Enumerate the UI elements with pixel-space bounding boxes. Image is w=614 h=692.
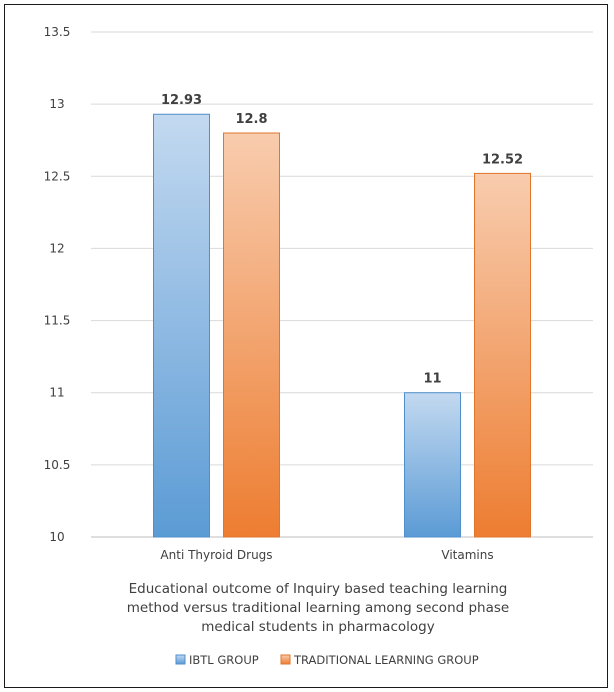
legend-label: TRADITIONAL LEARNING GROUP	[293, 653, 479, 667]
bar-chart: 10 10.5 11 11.5 12 12.5 13 13.5 12.93 12.8 11 12.5…	[44, 25, 593, 667]
y-tick-label: 10	[49, 530, 64, 544]
bar-traditional-1	[474, 172, 531, 538]
bar-ibtl-1	[404, 392, 461, 538]
y-tick-label: 11.5	[44, 314, 71, 328]
data-labels: 12.93 12.8 11 12.52	[161, 93, 523, 386]
legend-label: IBTL GROUP	[189, 653, 259, 667]
x-category-label: Vitamins	[441, 548, 493, 562]
bar-traditional-0	[223, 132, 280, 538]
y-axis-ticks: 10 10.5 11 11.5 12 12.5 13 13.5	[44, 25, 71, 544]
data-label: 11	[423, 372, 441, 387]
data-label: 12.52	[482, 152, 523, 167]
legend-swatch-ibtl	[175, 654, 186, 665]
x-axis-categories: Anti Thyroid Drugs Vitamins	[160, 548, 493, 562]
chart-title-line: method versus traditional learning among…	[127, 600, 509, 616]
legend-swatch-traditional	[280, 654, 291, 665]
y-tick-label: 12.5	[44, 169, 71, 183]
y-tick-label: 13	[49, 97, 64, 111]
chart-title-line: Educational outcome of Inquiry based tea…	[129, 581, 508, 597]
bars	[153, 113, 531, 538]
x-category-label: Anti Thyroid Drugs	[160, 548, 272, 562]
y-tick-label: 10.5	[44, 458, 71, 472]
chart-frame: 10 10.5 11 11.5 12 12.5 13 13.5 12.93 12.8 11 12.5…	[4, 4, 608, 688]
y-tick-label: 12	[49, 241, 64, 255]
y-tick-label: 11	[49, 386, 64, 400]
chart-title-line: medical students in pharmacology	[201, 619, 434, 635]
chart-title: Educational outcome of Inquiry based tea…	[127, 581, 509, 635]
data-label: 12.8	[235, 112, 267, 127]
legend: IBTL GROUP TRADITIONAL LEARNING GROUP	[175, 653, 479, 667]
bar-ibtl-0	[153, 113, 210, 538]
y-tick-label: 13.5	[44, 25, 71, 39]
data-label: 12.93	[161, 93, 202, 108]
